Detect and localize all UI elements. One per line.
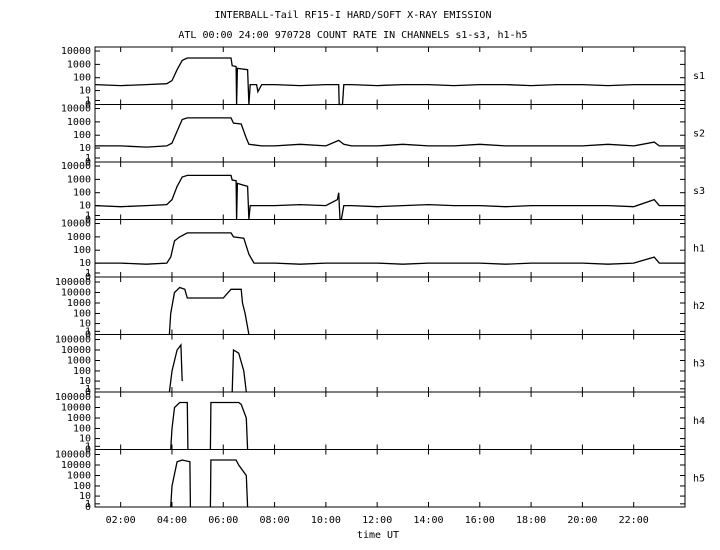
x-axis-label: time UT [357, 530, 399, 541]
y-tick-label: 1000 [67, 356, 91, 367]
y-tick-label: 0 [85, 502, 91, 513]
chart-subtitle: ATL 00:00 24:00 970728 COUNT RATE IN CHA… [178, 30, 527, 41]
panel-frame [94, 449, 686, 508]
y-tick-label: 100 [73, 481, 91, 492]
y-tick-label: 1 [85, 153, 91, 164]
y-tick-label: 100000 [55, 277, 91, 288]
y-tick-label: 1000 [67, 174, 91, 185]
y-tick-label: 100 [73, 188, 91, 199]
x-tick-label: 18:00 [516, 515, 546, 526]
y-tick-label: 100 [73, 73, 91, 84]
y-tick-label: 100000 [55, 450, 91, 461]
panel-label: h3 [693, 358, 705, 369]
y-tick-label: 0 [85, 100, 91, 111]
panel-label: h5 [693, 473, 705, 484]
y-tick-label: 0 [85, 215, 91, 226]
y-tick-label: 0 [85, 157, 91, 168]
y-tick-label: 100 [73, 130, 91, 141]
panel-label: s1 [693, 71, 705, 82]
x-tick-label: 08:00 [260, 515, 290, 526]
x-tick-label: 14:00 [413, 515, 443, 526]
y-tick-label: 100000 [55, 392, 91, 403]
y-tick-label: 1 [85, 441, 91, 452]
data-line [231, 348, 247, 393]
y-tick-label: 100000 [55, 335, 91, 346]
y-tick-label: 10 [79, 258, 91, 269]
data-line [94, 174, 685, 221]
y-tick-label: 10000 [61, 403, 91, 414]
x-tick-label: 02:00 [106, 515, 136, 526]
y-tick-label: 0 [85, 445, 91, 456]
y-tick-label: 10000 [61, 219, 91, 230]
y-tick-label: 1 [85, 210, 91, 221]
y-tick-label: 1000 [67, 471, 91, 482]
panel-label: h2 [693, 301, 705, 312]
y-tick-label: 10 [79, 491, 91, 502]
y-tick-label: 10 [79, 143, 91, 154]
panel-label: s3 [693, 186, 705, 197]
y-tick-label: 10000 [61, 345, 91, 356]
chart-title: INTERBALL-Tail RF15-I HARD/SOFT X-RAY EM… [215, 10, 492, 21]
y-tick-label: 1 [85, 499, 91, 510]
data-line [170, 459, 192, 508]
y-tick-label: 100 [73, 423, 91, 434]
y-tick-label: 10 [79, 319, 91, 330]
y-tick-label: 0 [85, 272, 91, 283]
data-line [209, 401, 249, 450]
data-line [209, 459, 249, 508]
y-tick-label: 10000 [61, 460, 91, 471]
panel-label: h4 [693, 416, 705, 427]
data-line [95, 117, 685, 148]
data-line [170, 401, 189, 450]
y-tick-label: 10000 [61, 161, 91, 172]
x-tick-label: 20:00 [567, 515, 597, 526]
panel-label: s2 [693, 128, 705, 139]
y-tick-label: 10 [79, 86, 91, 97]
y-tick-label: 1000 [67, 117, 91, 128]
data-line [95, 232, 685, 265]
y-tick-label: 100 [73, 308, 91, 319]
y-tick-label: 1000 [67, 232, 91, 243]
y-tick-label: 10 [79, 434, 91, 445]
x-tick-label: 06:00 [208, 515, 238, 526]
x-tick-label: 04:00 [157, 515, 187, 526]
y-tick-label: 1 [85, 326, 91, 337]
y-tick-label: 1000 [67, 298, 91, 309]
y-tick-label: 10000 [61, 104, 91, 115]
x-tick-label: 16:00 [465, 515, 495, 526]
y-tick-label: 10000 [61, 46, 91, 57]
x-tick-label: 10:00 [311, 515, 341, 526]
data-line [94, 57, 685, 106]
panel-label: h1 [693, 243, 705, 254]
y-tick-label: 10 [79, 376, 91, 387]
data-line [168, 286, 250, 335]
y-tick-label: 0 [85, 387, 91, 398]
y-tick-label: 1000 [67, 413, 91, 424]
y-tick-label: 1000 [67, 59, 91, 70]
y-tick-label: 1 [85, 384, 91, 395]
y-tick-label: 0 [85, 330, 91, 341]
data-line [168, 343, 183, 393]
y-tick-label: 10000 [61, 288, 91, 299]
y-tick-label: 1 [85, 268, 91, 279]
x-tick-label: 12:00 [362, 515, 392, 526]
y-tick-label: 10 [79, 201, 91, 212]
x-tick-label: 22:00 [619, 515, 649, 526]
y-tick-label: 1 [85, 95, 91, 106]
y-tick-label: 100 [73, 245, 91, 256]
y-tick-label: 100 [73, 366, 91, 377]
